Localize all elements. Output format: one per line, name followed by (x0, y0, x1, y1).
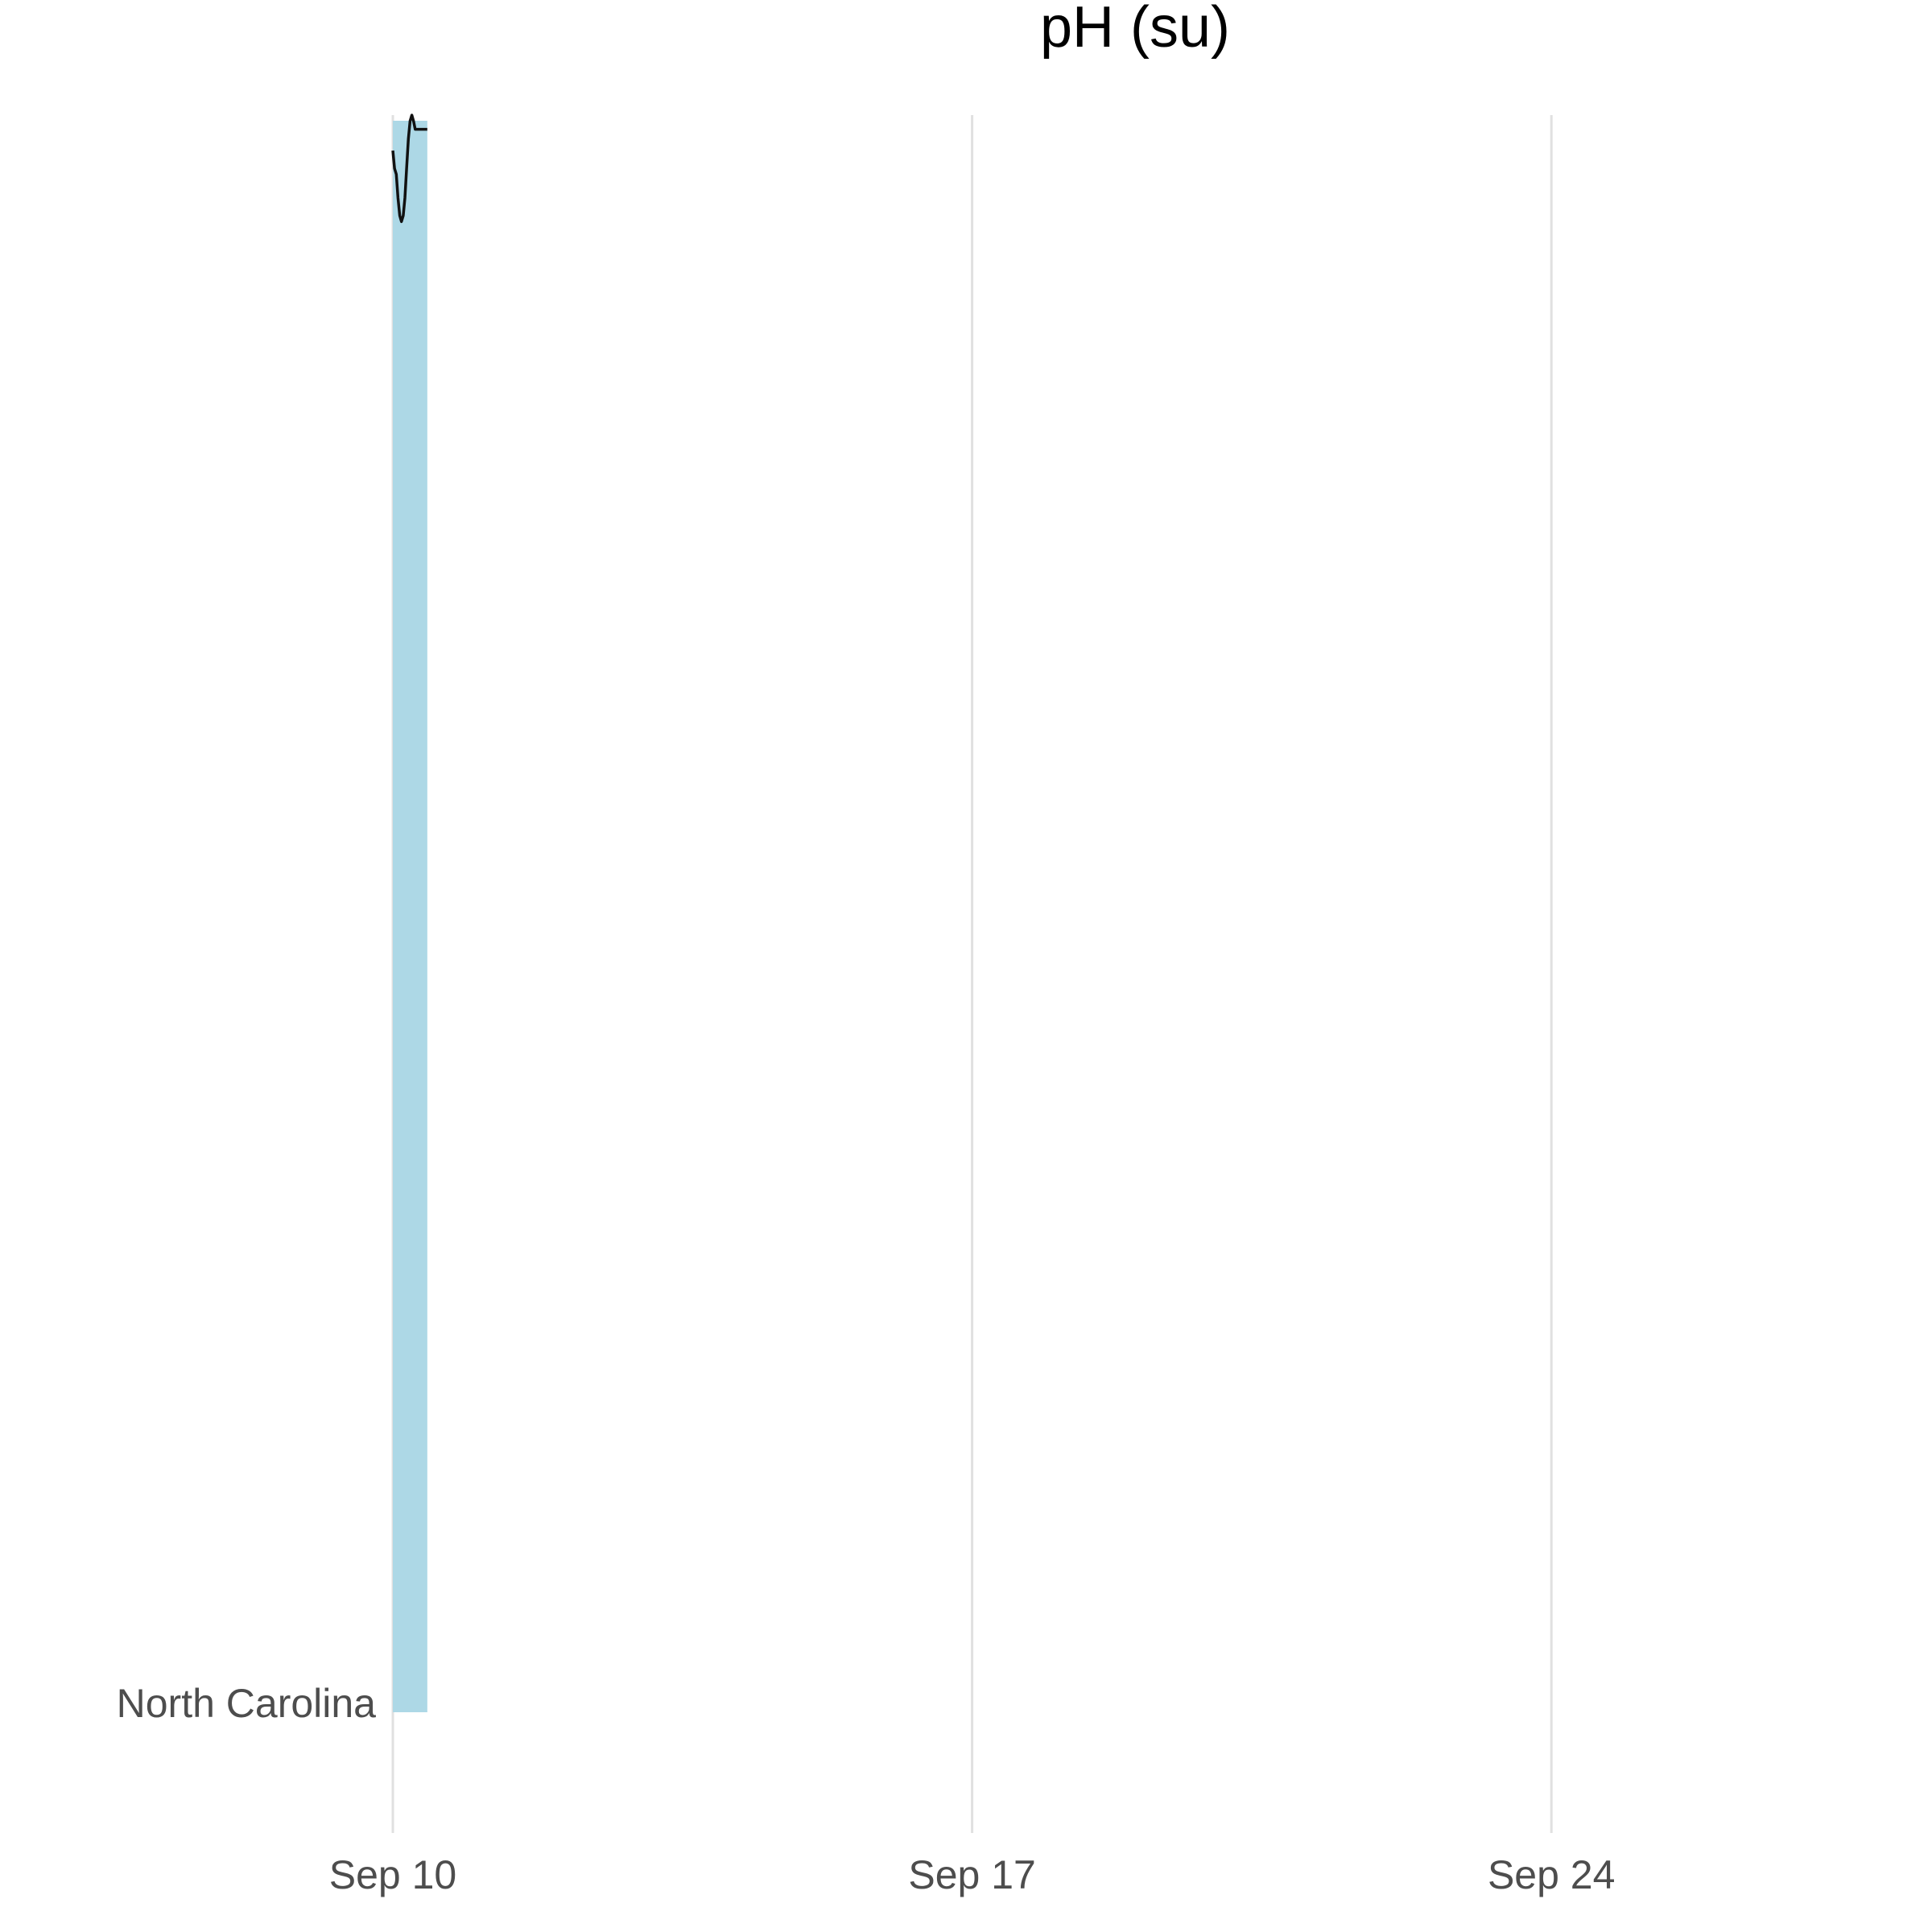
category-label: North Carolina (117, 1681, 377, 1726)
label-layer: pH (su) North Carolina Sep 10 Sep 17 Sep 2… (117, 0, 1616, 1897)
grid-layer (391, 115, 1553, 1833)
x-tick-label: Sep 10 (329, 1852, 456, 1897)
mark-layer (391, 114, 427, 1712)
chart-title: pH (su) (1040, 0, 1230, 60)
x-tick-label: Sep 24 (1488, 1852, 1615, 1897)
series-line (391, 114, 427, 224)
shaded-band (393, 121, 427, 1712)
x-tick-label: Sep 17 (908, 1852, 1035, 1897)
